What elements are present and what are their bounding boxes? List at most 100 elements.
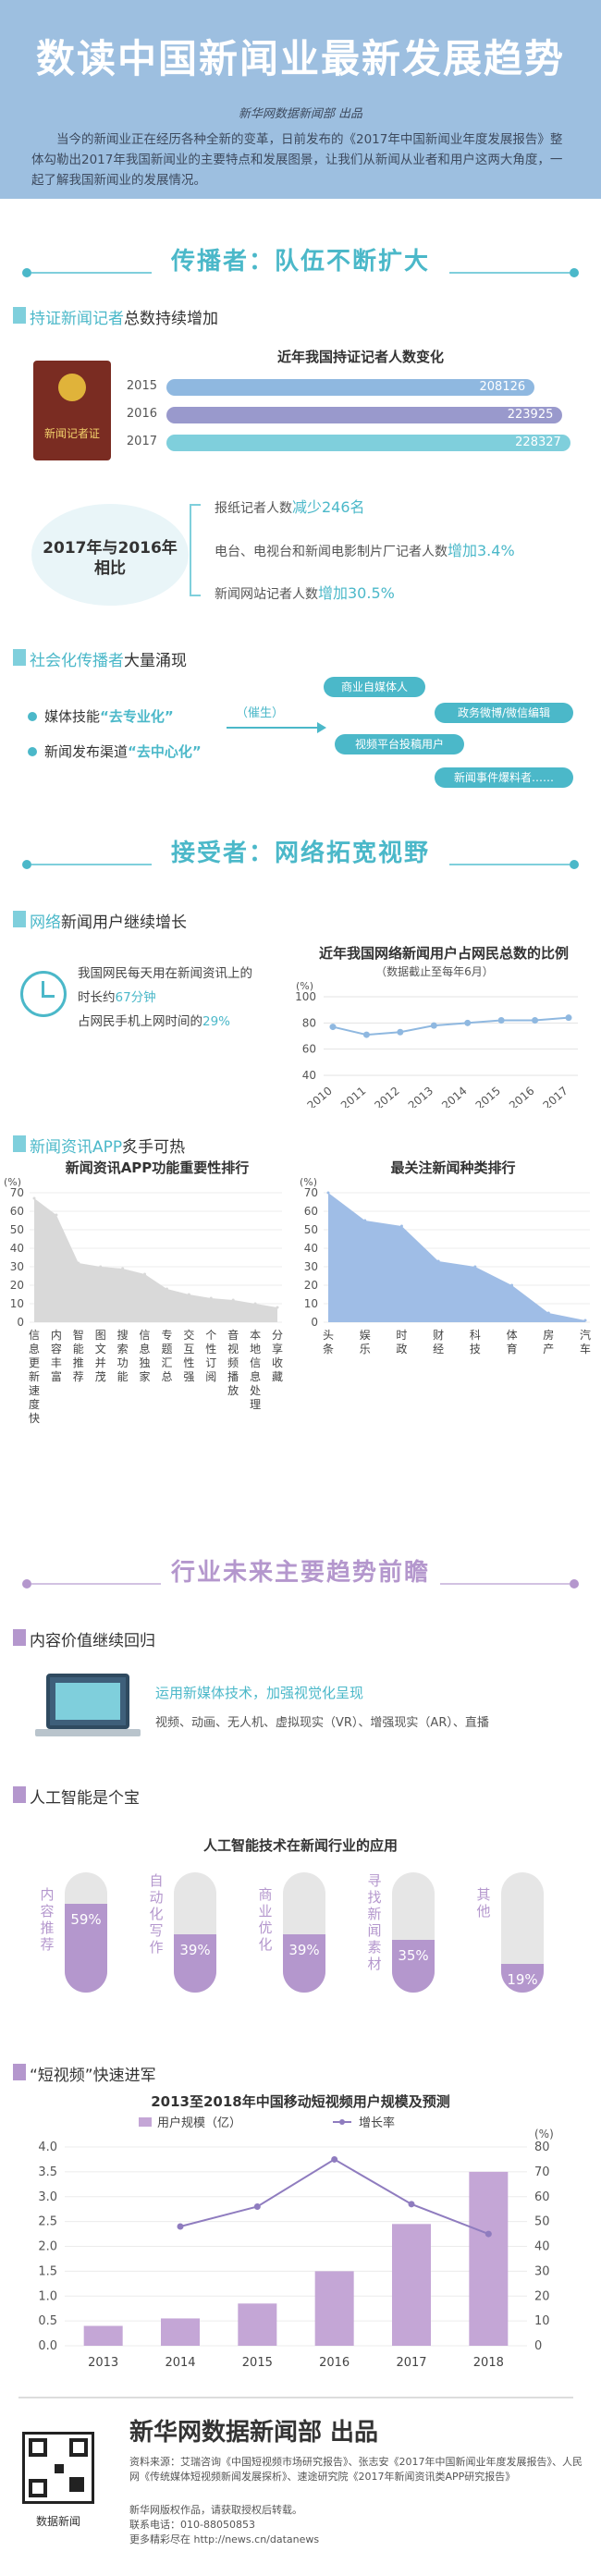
x-tick-label: 2017 [541,1085,570,1108]
x-tick-label: 2016 [507,1085,536,1108]
banner-line-right [440,1583,570,1585]
y2-tick-label: 10 [534,2314,550,2328]
header [0,0,601,199]
compare-item-3: 新闻网站记者人数增加30.5% [215,581,395,603]
ai-tube-chart: 内容推荐 59% 自动化写作 39% 商业优化 39% 寻找新闻素材 35% 其他 19% [0,1868,601,2016]
ai-chart-title: 人工智能技术在新闻行业的应用 [202,1837,398,1854]
banner-dot-right [570,268,579,277]
y-tick-label: 20 [304,1279,318,1292]
laptop-screen [55,1683,120,1720]
ai-category-label: 寻找新闻素材 [367,1872,382,1972]
x-tick-label: 视 [227,1342,239,1355]
qr-corner [69,2438,88,2457]
data-point [253,1302,257,1306]
x-tick-label: 头 [323,1329,334,1342]
y-tick-label: 30 [304,1260,318,1273]
x-tick-label: 乐 [360,1343,371,1355]
y2-tick-label: 60 [534,2190,550,2204]
y-tick-label: 4.0 [38,2141,57,2154]
data-point [231,1298,235,1302]
section1-banner: 传播者：队伍不断扩大 [170,248,430,276]
ai-tube-fill [392,1940,435,1993]
sub-heading-marker [13,911,26,927]
data-point [32,1196,36,1200]
x-tick-label: 索 [117,1343,129,1355]
y2-unit-label: (%) [534,2128,554,2141]
bullet-text: 媒体技能 [44,708,101,725]
ai-tube: 59% [65,1872,107,1993]
legend-bar-swatch [139,2117,152,2127]
type-area-chart: (%) 0 10 20 30 40 50 60 70 头条 娱乐 时政 财经 科技 体育 房产 汽车 [300,1176,591,1355]
x-tick-label: 智 [73,1328,84,1342]
banner-dot-left [22,1579,31,1589]
x-tick-label: 性 [183,1356,194,1369]
clock-text: 我国网民每天用在新闻资讯上的 时长约67分钟 占网民手机上网时间的29% [78,962,286,1034]
qr-corner [29,2479,47,2497]
x-tick-label: 2013 [88,2356,118,2370]
footer-sources: 资料来源：艾瑞咨询《中国短视频市场研究报告》、张志安《2017年中国新闻业年度发… [129,2456,583,2483]
y2-tick-label: 80 [534,2141,550,2154]
sub-heading-social: 社会化传播者大量涌现 [30,647,187,670]
sub-heading-journalists: 持证新闻记者总数持续增加 [30,305,218,328]
x-tick-label: 时 [396,1329,407,1342]
x-tick-label: 题 [161,1343,172,1355]
data-point [565,1014,572,1022]
section2-banner: 接受者：网络拓宽视野 [170,840,430,867]
x-tick-label: 独 [140,1356,151,1369]
x-tick-label: 汽 [580,1328,591,1342]
bar-category-label: 2015 [126,379,157,393]
sub-heading-short-video: “短视频”快速进军 [30,2067,156,2085]
ai-category-label: 其他 [476,1886,491,1920]
qr-dot [55,2464,64,2473]
combo-chart-title: 2013至2018年中国移动短视频用户规模及预测 [151,2093,450,2110]
sub-heading-rest: 总数持续增加 [124,310,218,328]
legend-bar-label: 用户规模（亿） [157,2116,241,2130]
combo-chart: 用户规模（亿） 增长率 0.0 0.5 1.0 1.5 2.0 2.5 3.0 3.5 4.0 (%)… [38,2116,554,2370]
line-chart-subtitle: （数据截止至每年6月） [375,965,494,978]
y-tick-label: 60 [10,1205,24,1218]
footer-link[interactable]: 更多精彩尽在 http://news.cn/datanews [129,2533,320,2545]
x-tick-label: 政 [396,1343,407,1355]
sub-heading-marker [13,1135,26,1152]
y-tick-label: 100 [295,990,316,1003]
line-chart-title: 近年我国网络新闻用户占网民总数的比例 [318,945,569,962]
x-tick-label: 强 [183,1370,194,1383]
y-tick-label: 40 [10,1242,24,1255]
x-tick-label: 个 [205,1329,216,1342]
data-point [209,1296,213,1300]
qr-corner [29,2438,47,2457]
bullet-item-2: 新闻发布渠道“去中心化” [44,742,202,761]
y-tick-label: 80 [302,1016,316,1029]
intro-paragraph: 当今的新闻业正在经历各种全新的变革，日前发布的《2017年中国新闻业年度发展报告… [31,132,563,188]
x-tick-label: 2010 [305,1085,335,1108]
growth-point [408,2201,415,2208]
x-tick-label: 处 [250,1384,261,1397]
y-tick-label: 2.5 [38,2215,57,2229]
x-tick-label: 经 [433,1343,444,1355]
arrow-head-icon [317,722,326,733]
x-tick-label: 技 [470,1343,481,1355]
y-tick-label: 60 [302,1043,316,1056]
ai-tube-value: 39% [288,1941,320,1958]
banner-dot-left [22,860,31,869]
bar-category-label: 2017 [126,435,157,448]
banner-line-left [31,864,152,865]
section3-banner: 行业未来主要趋势前瞻 [170,1559,430,1587]
x-tick-label: 育 [507,1342,518,1355]
y-tick-label: 0 [17,1316,24,1329]
footer-divider [18,2397,573,2398]
x-tick-label: 房 [543,1328,554,1342]
x-tick-label: 2014 [165,2356,195,2370]
x-tick-label: 能 [73,1343,84,1355]
y-tick-label: 10 [10,1297,24,1310]
x-tick-label: 茂 [95,1370,106,1383]
compare-item-text: 电台、电视台和新闻电影制片厂记者人数 [215,545,448,559]
clock-icon [20,971,67,1017]
series-line [332,1016,570,1037]
x-tick-label: 专 [161,1328,172,1342]
x-tick-label: 音 [227,1328,239,1342]
x-tick-label: 度 [29,1397,40,1411]
tech-highlight: 运用新媒体技术，加强视觉化呈现 [155,1685,364,1701]
ai-tube-value: 39% [179,1941,211,1958]
compare-bracket [190,504,201,596]
